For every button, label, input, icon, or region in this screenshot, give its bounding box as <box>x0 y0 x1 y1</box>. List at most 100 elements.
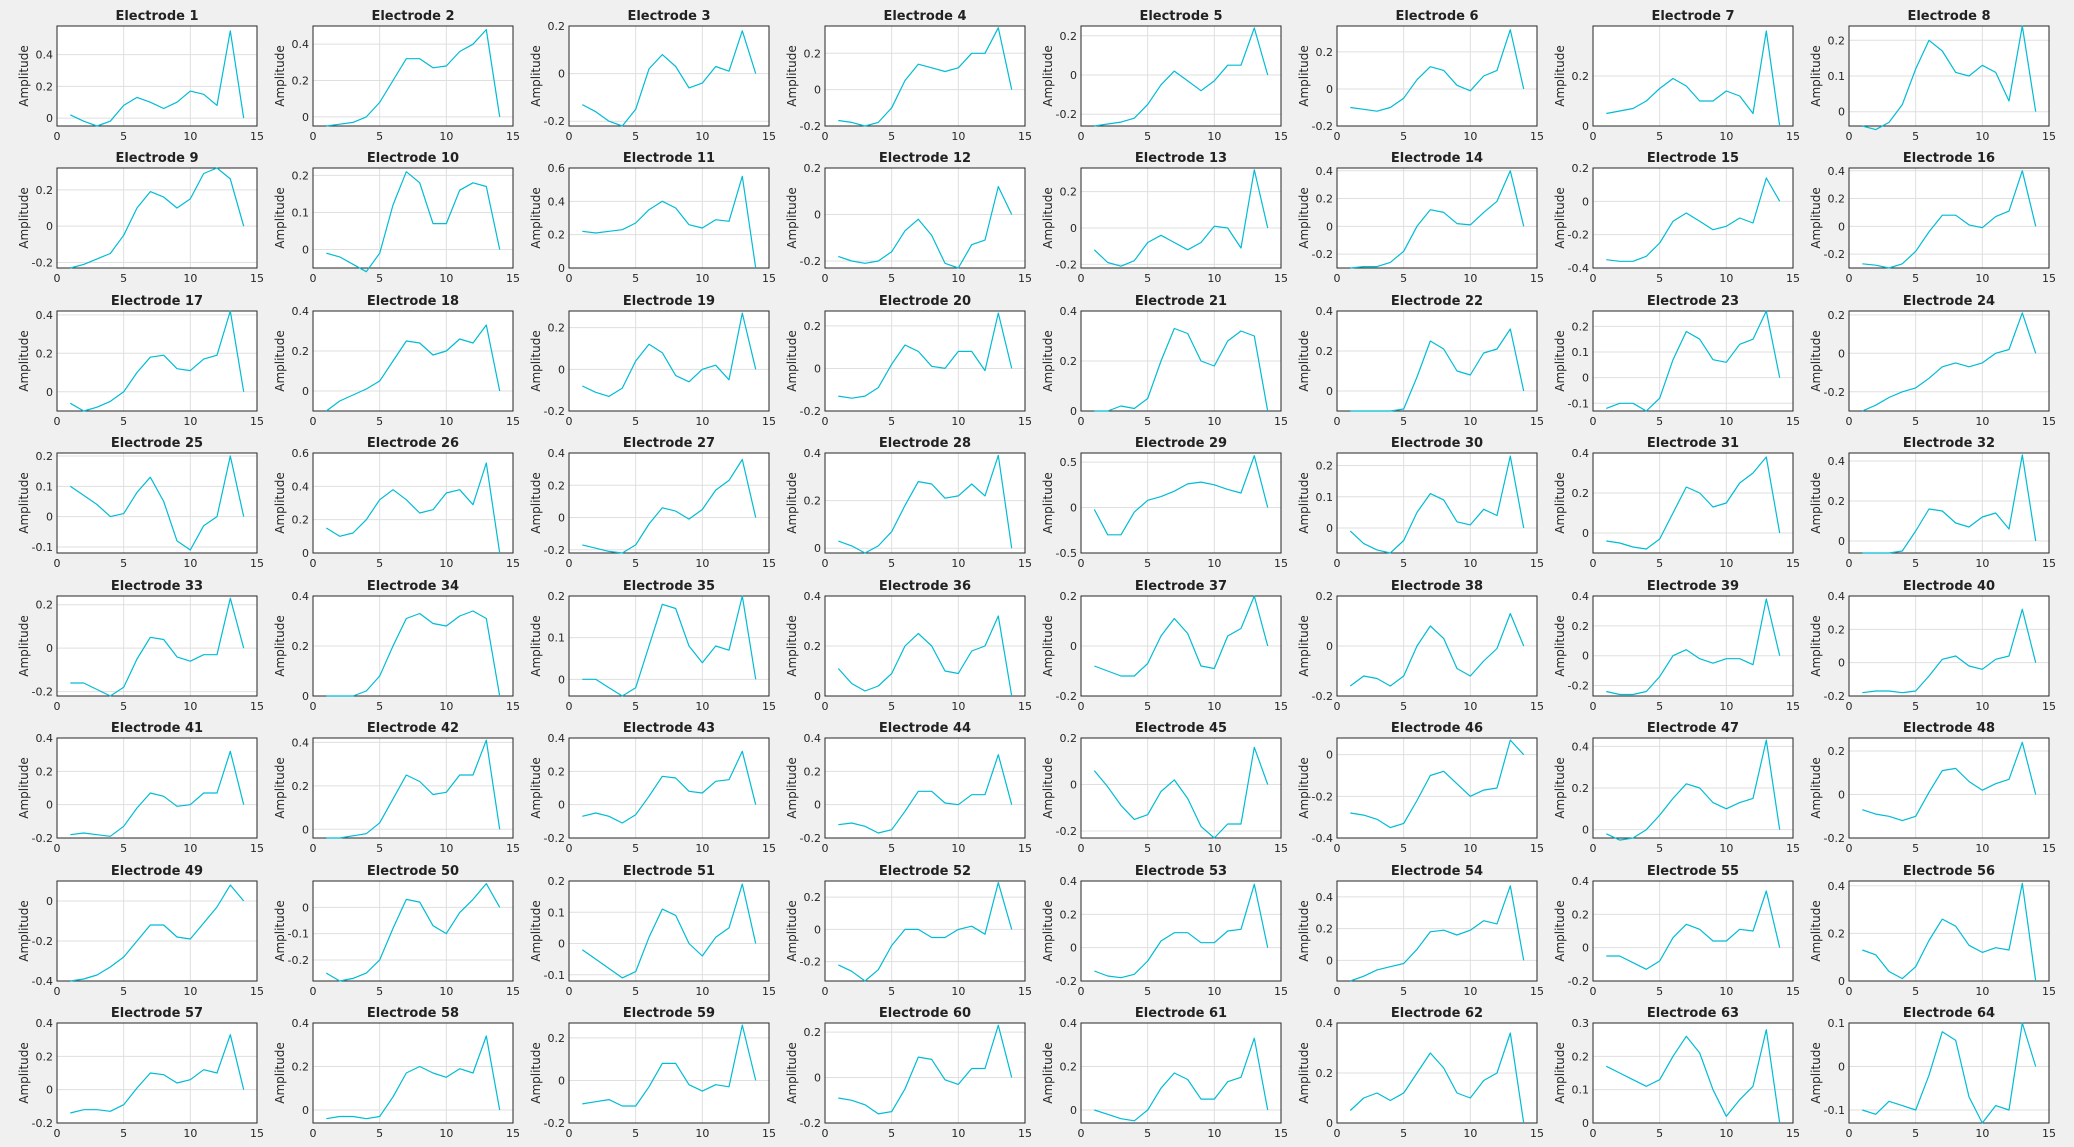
y-tick-label: 0.2 <box>1572 1050 1590 1063</box>
series-line <box>1350 739 1525 829</box>
x-tick-label: 0 <box>1078 700 1085 713</box>
y-axis-label: Amplitude <box>1553 330 1567 392</box>
x-tick-label: 0 <box>566 1127 573 1140</box>
axes-box <box>56 452 258 554</box>
x-tick-label: 5 <box>120 985 127 998</box>
y-tick-label: 0.4 <box>548 732 566 745</box>
x-tick-label: 5 <box>888 130 895 143</box>
y-tick-label: 0.2 <box>1572 620 1590 633</box>
subplot-electrode-56: 0 5 10 15 0 0.2 0.4 Electrode 56 Amplitude <box>1809 864 2056 998</box>
y-tick-label: 0.2 <box>548 322 566 335</box>
y-axis-label: Amplitude <box>529 1042 543 1104</box>
x-tick-label: 5 <box>120 130 127 143</box>
y-tick-label: 0 <box>302 243 309 256</box>
y-tick-label: 0.2 <box>36 450 54 463</box>
subplot-title: Electrode 49 <box>111 864 203 879</box>
axes-box <box>312 310 514 412</box>
axes-box <box>56 880 258 982</box>
subplot-electrode-34: 0 5 10 15 0 0.2 0.4 Electrode 34 Amplitude <box>273 579 520 713</box>
x-tick-label: 0 <box>1590 415 1597 428</box>
subplot-title: Electrode 37 <box>1135 579 1227 594</box>
y-tick-label: 0.2 <box>1316 923 1334 936</box>
y-axis-label: Amplitude <box>1041 615 1055 677</box>
y-axis-label: Amplitude <box>1297 472 1311 534</box>
series-line <box>70 884 245 982</box>
x-tick-label: 15 <box>1786 985 1800 998</box>
subplot-title: Electrode 24 <box>1903 294 1995 309</box>
x-tick-label: 5 <box>1400 985 1407 998</box>
subplot-title: Electrode 21 <box>1135 294 1227 309</box>
x-tick-label: 10 <box>1975 130 1989 143</box>
y-tick-label: 0 <box>1582 824 1589 837</box>
axes-frame <box>312 880 514 982</box>
x-tick-label: 10 <box>1207 700 1221 713</box>
y-tick-label: 0.2 <box>1316 345 1334 358</box>
subplot-title: Electrode 52 <box>879 864 971 879</box>
series-line <box>1606 30 1781 127</box>
axes-frame <box>1848 310 2050 412</box>
x-tick-label: 15 <box>2042 415 2056 428</box>
y-axis-label: Amplitude <box>529 472 543 534</box>
axes-box <box>1592 595 1794 697</box>
axes-frame <box>1336 167 1538 269</box>
x-tick-label: 10 <box>951 130 965 143</box>
subplot-title: Electrode 27 <box>623 436 715 451</box>
y-tick-label: 0.5 <box>1060 456 1078 469</box>
axes-frame <box>1848 880 2050 982</box>
axes-box <box>56 167 258 269</box>
y-axis-label: Amplitude <box>785 472 799 534</box>
y-tick-label: 0.1 <box>1572 346 1590 359</box>
x-tick-label: 0 <box>1334 130 1341 143</box>
subplot-title: Electrode 40 <box>1903 579 1995 594</box>
y-axis-label: Amplitude <box>1809 187 1823 249</box>
axes-frame <box>1336 595 1538 697</box>
axes-box <box>568 452 770 554</box>
subplot-electrode-47: 0 5 10 15 0 0.2 0.4 Electrode 47 Amplitude <box>1553 721 1800 855</box>
x-tick-label: 10 <box>183 557 197 570</box>
series-line <box>1094 883 1269 979</box>
axes-frame <box>568 25 770 127</box>
y-tick-label: 0.2 <box>548 1032 566 1045</box>
axes-frame <box>312 452 514 554</box>
subplot-title: Electrode 31 <box>1647 436 1739 451</box>
y-tick-label: 0 <box>1582 195 1589 208</box>
axes-box <box>56 737 258 839</box>
y-tick-label: -0.2 <box>288 954 309 967</box>
y-tick-label: 0 <box>302 690 309 703</box>
series-line <box>582 312 757 397</box>
x-tick-label: 15 <box>1530 1127 1544 1140</box>
y-axis-label: Amplitude <box>1041 900 1055 962</box>
x-tick-label: 15 <box>1530 985 1544 998</box>
series-line <box>70 30 245 127</box>
axes-box <box>312 737 514 839</box>
x-tick-label: 15 <box>506 700 520 713</box>
x-tick-label: 15 <box>762 130 776 143</box>
axes-frame <box>1336 452 1538 554</box>
x-tick-label: 10 <box>1719 415 1733 428</box>
subplot-title: Electrode 18 <box>367 294 459 309</box>
x-tick-label: 15 <box>1530 557 1544 570</box>
series-line <box>326 29 501 127</box>
series-line <box>325 882 501 982</box>
y-axis-label: Amplitude <box>1553 187 1567 249</box>
x-tick-label: 10 <box>1463 985 1477 998</box>
subplot-title: Electrode 2 <box>371 9 454 24</box>
y-tick-label: 0.2 <box>1572 782 1590 795</box>
y-axis-label: Amplitude <box>1297 615 1311 677</box>
y-axis-label: Amplitude <box>273 1042 287 1104</box>
x-tick-label: 0 <box>566 415 573 428</box>
x-tick-label: 15 <box>762 700 776 713</box>
subplot-electrode-52: 0 5 10 15 -0.2 0 0.2 Electrode 52 Amplitude <box>785 864 1032 998</box>
x-tick-label: 0 <box>566 130 573 143</box>
x-tick-label: 15 <box>1018 1127 1032 1140</box>
axes-frame <box>312 167 514 269</box>
axes-box <box>1848 452 2050 554</box>
subplot-electrode-26: 0 5 10 15 0 0.2 0.4 0.6 Electrode 26 Amplitude <box>273 436 520 570</box>
x-tick-label: 5 <box>888 415 895 428</box>
y-tick-label: 0.4 <box>1572 740 1590 753</box>
x-tick-label: 0 <box>1334 700 1341 713</box>
axes-frame <box>824 310 1026 412</box>
x-tick-label: 0 <box>1590 272 1597 285</box>
series-line <box>1350 29 1525 112</box>
